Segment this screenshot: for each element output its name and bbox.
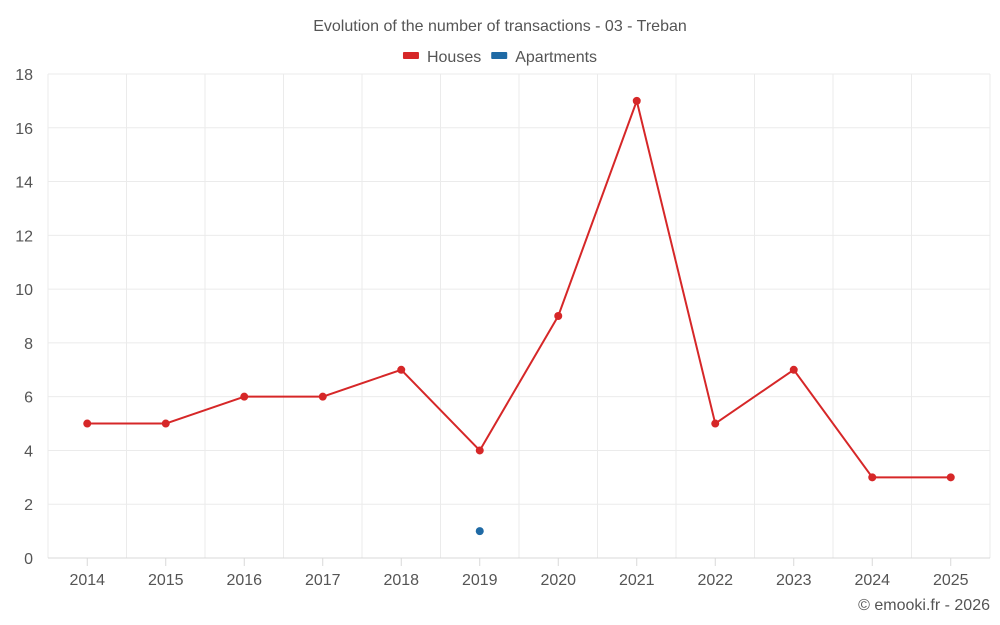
y-tick-label: 12 <box>15 228 33 245</box>
data-point-houses[interactable] <box>397 365 406 374</box>
legend[interactable]: Houses Apartments <box>402 49 597 66</box>
credit-text: © emooki.fr - 2026 <box>858 597 990 614</box>
x-tick-label: 2025 <box>933 572 969 589</box>
series-houses <box>83 96 955 482</box>
legend-item-houses[interactable]: Houses <box>402 49 481 66</box>
series-apartments <box>475 527 484 536</box>
data-point-houses[interactable] <box>83 419 92 428</box>
y-tick-label: 2 <box>24 497 33 514</box>
data-point-houses[interactable] <box>632 96 641 105</box>
data-point-houses[interactable] <box>554 312 563 320</box>
y-tick-label: 10 <box>15 282 33 299</box>
legend-item-apartments[interactable]: Apartments <box>491 49 597 66</box>
x-tick-label: 2016 <box>226 572 262 589</box>
x-tick-label: 2020 <box>540 572 576 589</box>
x-tick-label: 2014 <box>69 572 105 589</box>
data-point-houses[interactable] <box>240 392 249 401</box>
x-tick-label: 2022 <box>697 572 733 589</box>
data-point-apartments[interactable] <box>475 527 484 536</box>
grid <box>47 73 991 558</box>
y-tick-label: 6 <box>24 390 33 407</box>
series-layer <box>83 96 955 536</box>
legend-swatch <box>402 52 419 59</box>
legend-label: Houses <box>427 49 481 66</box>
x-axis: 2014 2015 2016 2017 2018 2019 2020 2021 2022 2023… <box>48 557 990 589</box>
y-tick-label: 0 <box>24 551 33 568</box>
x-tick-label: 2019 <box>462 572 498 589</box>
x-tick-label: 2021 <box>619 572 655 589</box>
data-point-houses[interactable] <box>161 419 170 428</box>
x-tick-label: 2018 <box>383 572 419 589</box>
data-point-houses[interactable] <box>711 419 720 428</box>
legend-label: Apartments <box>515 49 597 66</box>
x-tick-label: 2015 <box>148 572 184 589</box>
chart-title: Evolution of the number of transactions … <box>313 18 687 35</box>
y-tick-label: 18 <box>15 67 33 84</box>
x-tick-label: 2017 <box>305 572 341 589</box>
y-axis: 0 2 4 6 8 10 12 14 16 18 <box>15 67 33 568</box>
y-tick-label: 16 <box>15 121 33 138</box>
data-point-houses[interactable] <box>475 446 484 455</box>
legend-swatch <box>491 52 508 59</box>
y-tick-label: 4 <box>24 443 33 460</box>
data-point-houses[interactable] <box>868 473 877 482</box>
x-tick-label: 2023 <box>776 572 812 589</box>
y-tick-label: 8 <box>24 336 33 353</box>
data-point-houses[interactable] <box>789 365 798 374</box>
y-tick-label: 14 <box>15 175 33 192</box>
data-point-houses[interactable] <box>946 473 955 482</box>
series-line-houses <box>87 99 951 479</box>
data-point-houses[interactable] <box>318 392 327 401</box>
x-tick-label: 2024 <box>854 572 890 589</box>
